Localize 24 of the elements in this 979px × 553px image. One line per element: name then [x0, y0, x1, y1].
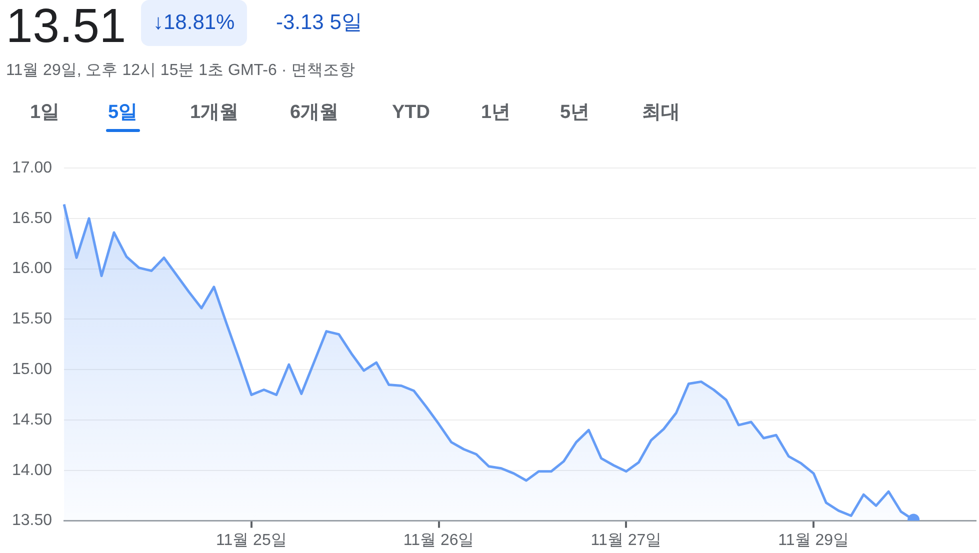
x-tick-label: 11월 29일 [778, 532, 850, 549]
text: -3.13 5일 [276, 10, 362, 36]
y-tick-label: 16.00 [12, 260, 52, 278]
text: YTD [392, 101, 430, 125]
text: 1년 [481, 101, 511, 125]
text: 6개월 [290, 101, 339, 125]
y-tick-label: 15.50 [12, 310, 52, 328]
text: 1개월 [190, 101, 239, 125]
x-tick-label: 11월 26일 [403, 532, 474, 549]
x-tick-label: 11월 25일 [216, 532, 287, 549]
y-tick-label: 13.50 [12, 512, 52, 530]
text: 5년 [560, 101, 590, 125]
text: ↓18.81% [141, 0, 247, 46]
text: 1일 [30, 101, 60, 125]
text: 최대 [642, 101, 680, 125]
chart-subtitle: 11월 29일, 오후 12시 15분 1초 GMT-6 · 면책조항 [6, 61, 356, 81]
chart-title: 13.51 [6, 0, 126, 54]
y-tick-label: 14.00 [12, 462, 52, 479]
y-tick-label: 15.00 [12, 361, 52, 378]
y-tick-label: 14.50 [12, 411, 52, 428]
y-tick-label: 16.50 [12, 210, 52, 227]
x-tick-label: 11월 27일 [590, 532, 662, 549]
text: 5일 [108, 100, 138, 126]
y-tick-label: 17.00 [12, 159, 52, 176]
